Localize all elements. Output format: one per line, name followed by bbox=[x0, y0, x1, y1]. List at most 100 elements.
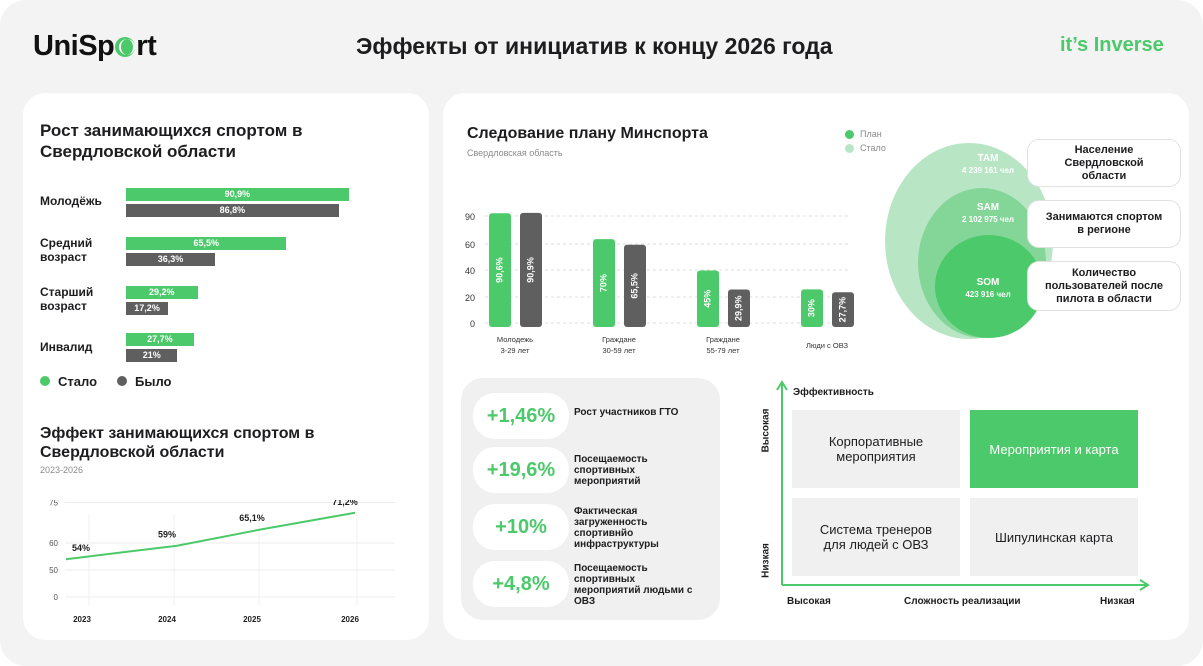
legend-now-label: Стало bbox=[58, 374, 98, 389]
bar-category-label-line2: 30-59 лет bbox=[603, 346, 637, 355]
bar-y-tick: 40 bbox=[465, 266, 475, 276]
kpi-value: +4,8% bbox=[473, 561, 569, 607]
tam-description: Население Свердловской области bbox=[1027, 139, 1181, 187]
line-point-label: 54% bbox=[72, 543, 90, 553]
unisport-logo: UniSp rt bbox=[33, 30, 157, 62]
bar-value-label: 90,9% bbox=[525, 257, 535, 283]
line-x-tick: 2023 bbox=[73, 615, 91, 624]
bar-y-tick: 20 bbox=[465, 293, 475, 303]
kpi-description: Рост участников ГТО bbox=[574, 407, 679, 418]
kpi-description: Посещаемость спортивных мероприятий bbox=[574, 454, 648, 487]
bar-value-label: 45% bbox=[702, 290, 712, 308]
line-y-tick: 50 bbox=[49, 566, 58, 575]
plan-bar-chart: 0 20 40 60 90 90,6% 90,9% Молодежь 3-29 лет 70% 65… bbox=[465, 212, 854, 355]
growth-bar-before: 86,8% bbox=[126, 204, 339, 217]
bar-category-label: Граждане bbox=[706, 335, 740, 344]
growth-bar-before: 17,2% bbox=[126, 302, 169, 315]
matrix-y-low: Низкая bbox=[760, 543, 772, 578]
line-x-tick: 2025 bbox=[243, 615, 261, 624]
effect-title: Эффект занимающихся спортом в Свердловск… bbox=[40, 425, 315, 461]
sam-description: Занимаются спортом в регионе bbox=[1027, 200, 1181, 248]
bar-value-label: 90,6% bbox=[494, 257, 504, 283]
bar-value-label: 27,7% bbox=[837, 297, 847, 323]
bar-category-label: Граждане bbox=[602, 335, 636, 344]
quad-events-and-card: Мероприятия и карта bbox=[970, 410, 1138, 488]
bar-plan bbox=[697, 270, 719, 327]
som-description: Количество пользователей после пилота в … bbox=[1027, 261, 1181, 311]
legend-plan-label: План bbox=[860, 129, 882, 139]
matrix-y-high: Высокая bbox=[760, 408, 772, 453]
bar-y-tick: 0 bbox=[470, 319, 475, 329]
quad-trainer-system: Система тренеров для людей с ОВЗ bbox=[792, 498, 960, 576]
bar-value-label: 29,9% bbox=[733, 295, 743, 321]
bar-y-tick: 90 bbox=[465, 212, 475, 222]
bar-stalo bbox=[832, 292, 854, 327]
sam-value: 2 102 975 чел bbox=[962, 215, 1014, 224]
legend-before-label: Было bbox=[135, 374, 172, 389]
tam-value: 4 239 161 чел bbox=[962, 166, 1014, 175]
line-point-label: 65,1% bbox=[239, 513, 265, 523]
ball-icon bbox=[115, 37, 136, 57]
kpi-description: Посещаемость спортивных мероприятий людь… bbox=[574, 563, 693, 607]
effect-subtitle: 2023-2026 bbox=[40, 465, 84, 475]
quad-corporate-events: Корпоративные мероприятия bbox=[792, 410, 960, 488]
page-title: Эффекты от инициатив к концу 2026 года bbox=[356, 33, 833, 59]
legend-plan-dot bbox=[845, 130, 854, 139]
bar-plan bbox=[593, 239, 615, 327]
line-point-label: 71,2% bbox=[332, 500, 358, 507]
legend-stalo-dot bbox=[845, 144, 854, 153]
growth-category-label: Инвалид bbox=[40, 340, 93, 354]
bar-plan bbox=[801, 289, 823, 327]
line-series bbox=[65, 511, 356, 561]
sam-code: SAM bbox=[976, 202, 1000, 213]
line-y-tick: 0 bbox=[54, 593, 59, 602]
bar-plan bbox=[489, 213, 511, 327]
matrix-x-title: Сложность реализации bbox=[904, 596, 1021, 607]
matrix-x-left: Высокая bbox=[787, 596, 831, 607]
growth-category-label: Средний возраст bbox=[40, 236, 93, 264]
effect-line-chart: 0 50 60 75 54% 59% 65,1% 71,2% 2023 2024 2025 2026 bbox=[49, 500, 395, 624]
bar-category-label-line2: 3-29 лет bbox=[501, 346, 530, 355]
growth-bar-now: 27,7% bbox=[126, 333, 194, 346]
line-x-tick: 2026 bbox=[341, 615, 359, 624]
som-code: SOM bbox=[976, 277, 1000, 288]
plan-title: Следование плану Минспорта bbox=[467, 125, 708, 142]
growth-bar-now: 29,2% bbox=[126, 286, 198, 299]
bar-value-label: 70% bbox=[598, 274, 608, 292]
kpi-value: +19,6% bbox=[473, 447, 569, 493]
growth-category-label: Старший возраст bbox=[40, 285, 94, 313]
line-y-tick: 60 bbox=[49, 539, 58, 548]
matrix-x-right: Низкая bbox=[1100, 596, 1135, 607]
growth-category-label: Молодёжь bbox=[40, 194, 102, 208]
line-point-label: 59% bbox=[158, 530, 176, 540]
line-x-tick: 2024 bbox=[158, 615, 176, 624]
legend-before-dot bbox=[117, 376, 127, 386]
growth-bar-now: 65,5% bbox=[126, 237, 287, 250]
legend-stalo-label: Стало bbox=[860, 143, 886, 153]
bar-value-label: 30% bbox=[806, 299, 816, 317]
matrix-axes bbox=[776, 380, 1150, 591]
bar-category-label-line2: 55-79 лет bbox=[707, 346, 741, 355]
bar-stalo bbox=[728, 289, 750, 327]
bar-category-label: Люди с ОВЗ bbox=[806, 341, 848, 350]
legend-now-dot bbox=[40, 376, 50, 386]
som-circle bbox=[935, 235, 1043, 338]
growth-bar-before: 36,3% bbox=[126, 253, 215, 266]
kpi-value: +1,46% bbox=[473, 393, 569, 439]
kpi-value: +10% bbox=[473, 504, 569, 550]
matrix-y-title: Эффективность bbox=[793, 387, 874, 398]
brand-name: it’s Inverse bbox=[1060, 34, 1164, 56]
som-value: 423 916 чел bbox=[965, 290, 1011, 299]
bar-y-tick: 60 bbox=[465, 240, 475, 250]
growth-bar-now: 90,9% bbox=[126, 188, 349, 201]
growth-title: Рост занимающихся спортом в Свердловской… bbox=[40, 121, 303, 161]
growth-bar-before: 21% bbox=[126, 349, 178, 362]
bar-category-label: Молодежь bbox=[497, 335, 533, 344]
line-y-tick: 75 bbox=[49, 500, 58, 508]
left-card bbox=[23, 93, 429, 640]
bar-stalo bbox=[520, 212, 542, 327]
kpi-description: Фактическая загруженность спортивнйо инф… bbox=[574, 506, 659, 550]
quad-shipulin-card: Шипулинская карта bbox=[970, 498, 1138, 576]
plan-subtitle: Свердловская область bbox=[467, 148, 563, 158]
tam-code: TAM bbox=[977, 153, 999, 164]
